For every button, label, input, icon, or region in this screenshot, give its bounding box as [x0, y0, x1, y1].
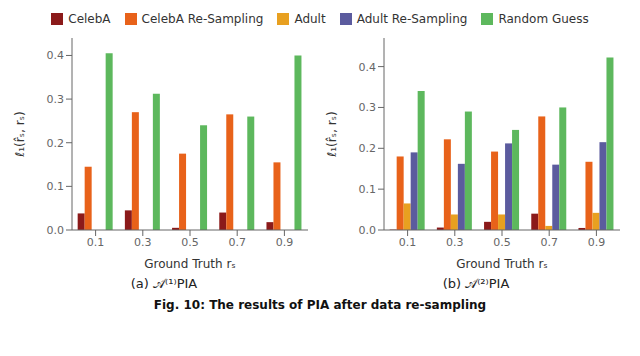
svg-text:0.3: 0.3 — [446, 236, 464, 249]
svg-text:0.1: 0.1 — [399, 236, 417, 249]
svg-text:0.1: 0.1 — [87, 236, 105, 249]
html-text:(a) 𝒜⁽¹⁾PIA: (a) 𝒜⁽¹⁾PIA — [130, 276, 198, 291]
svg-text:0.3: 0.3 — [134, 236, 152, 249]
html-text:Random Guess: Random Guess — [498, 12, 589, 26]
html-text:CelebA: CelebA — [68, 12, 111, 26]
svg-text:0.7: 0.7 — [228, 236, 246, 249]
svg-text:0.2: 0.2 — [47, 137, 65, 150]
svg-text:0.0: 0.0 — [47, 224, 65, 237]
svg-text:0.9: 0.9 — [276, 236, 294, 249]
svg-text:0.2: 0.2 — [359, 142, 377, 155]
svg-text:Ground Truth rₛ: Ground Truth rₛ — [456, 257, 548, 271]
html-text:Fig. 10: The results of PIA af: Fig. 10: The results of PIA after data r… — [153, 298, 487, 312]
svg-text:0.5: 0.5 — [493, 236, 511, 249]
svg-text:0.9: 0.9 — [588, 236, 606, 249]
svg-text:0.1: 0.1 — [359, 183, 377, 196]
html-text:(b) 𝒜⁽²⁾PIA: (b) 𝒜⁽²⁾PIA — [442, 276, 510, 291]
svg-text:0.4: 0.4 — [47, 49, 65, 62]
svg-text:0.7: 0.7 — [540, 236, 558, 249]
svg-text:Ground Truth rₛ: Ground Truth rₛ — [144, 257, 236, 271]
svg-text:ℓ₁(r̂ₛ, rₛ): ℓ₁(r̂ₛ, rₛ) — [13, 111, 27, 158]
html-text:CelebA Re-Sampling: CelebA Re-Sampling — [141, 12, 264, 26]
svg-text:0.3: 0.3 — [47, 93, 65, 106]
svg-text:0.5: 0.5 — [181, 236, 199, 249]
svg-text:0.1: 0.1 — [47, 180, 65, 193]
svg-text:0.3: 0.3 — [359, 101, 377, 114]
html-text:Adult: Adult — [294, 12, 326, 26]
html-text:Adult Re-Sampling: Adult Re-Sampling — [356, 12, 468, 26]
svg-text:ℓ₁(r̂ₛ, rₛ): ℓ₁(r̂ₛ, rₛ) — [325, 111, 339, 158]
svg-text:0.0: 0.0 — [359, 224, 377, 237]
svg-text:0.4: 0.4 — [359, 61, 377, 74]
